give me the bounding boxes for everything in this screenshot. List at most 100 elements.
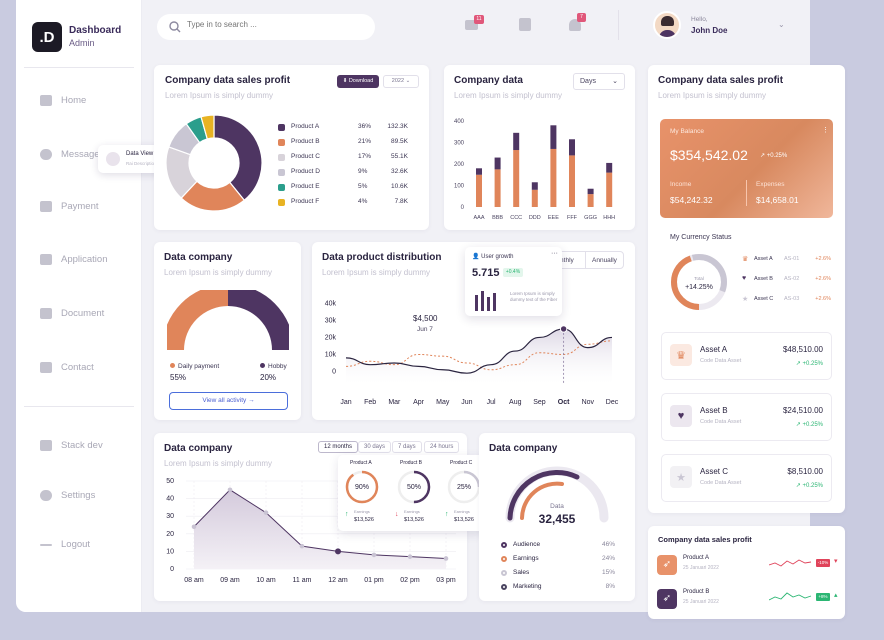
topbar-divider bbox=[618, 10, 619, 40]
contacts-icon[interactable] bbox=[519, 18, 531, 31]
legend-dot bbox=[170, 363, 175, 368]
asset-card[interactable]: ♛ Asset A Code Data Asset $48,510.00 ↗ +0.25… bbox=[661, 332, 832, 380]
half-donut-hobby bbox=[227, 290, 289, 351]
x-tick-label: 11 am bbox=[293, 577, 312, 584]
line-chart: 0 10k 20k 30k 40k Jan Feb Mar Apr May Jun Jul Aug Sep… bbox=[325, 300, 619, 406]
bar-segment-top bbox=[550, 125, 557, 149]
asset-card[interactable]: ♥ Asset B Code Data Asset $24,510.00 ↗ +0.25… bbox=[661, 393, 832, 441]
x-tick-label: CCC bbox=[510, 215, 522, 221]
asset-change-value: +0.25% bbox=[802, 483, 823, 489]
sidebar-item-label: Settings bbox=[61, 490, 96, 501]
balance-change: ↗ +0.25% bbox=[760, 152, 787, 159]
legend-label: Product C bbox=[291, 153, 320, 160]
x-tick-label: Dec bbox=[606, 399, 619, 406]
area-point bbox=[227, 487, 233, 493]
tab-monthly[interactable]: Monthly bbox=[551, 257, 574, 264]
product-percent: 25% bbox=[456, 484, 471, 491]
currency-row: ♥ Asset B AS-02 +2.6% bbox=[742, 275, 837, 285]
legend-swatch bbox=[278, 154, 285, 161]
card-subtitle: Lorem Ipsum is simply dummy bbox=[164, 459, 273, 468]
asset-card[interactable]: ★ Asset C Code Data Asset $8,510.00 ↗ +0.25% bbox=[661, 454, 832, 502]
sidebar-item-application[interactable]: Application bbox=[40, 254, 107, 265]
user-menu-chevron-icon[interactable]: ⌄ bbox=[778, 20, 785, 29]
gauge-legend-row: Marketing 8% bbox=[501, 583, 615, 593]
sidebar-item-message[interactable]: Message bbox=[40, 149, 100, 160]
legend-percent: 21% bbox=[358, 138, 372, 145]
gauge-legend-row: Audience 46% bbox=[501, 541, 615, 551]
area-point bbox=[407, 554, 413, 559]
trend-up-icon: ↑ bbox=[445, 511, 449, 518]
sidebar-item-home[interactable]: Home bbox=[40, 95, 86, 106]
product-percent: 90% bbox=[354, 484, 369, 491]
sidebar-item-payment[interactable]: Payment bbox=[40, 201, 99, 212]
product-ring bbox=[345, 470, 379, 504]
search-input[interactable] bbox=[187, 20, 357, 29]
sidebar-item-logout[interactable]: Logout bbox=[40, 539, 90, 550]
currency-donut bbox=[671, 254, 727, 310]
bell-icon[interactable] bbox=[569, 19, 581, 31]
search-bar[interactable] bbox=[157, 14, 375, 40]
area-chart: 0 10 20 30 40 50 08 am 09 am 10 am 11 am 12 am 01 p… bbox=[166, 478, 456, 584]
half-donut-daily-payment bbox=[167, 290, 229, 351]
sidebar-item-contact[interactable]: Contact bbox=[40, 362, 94, 373]
product-list-item[interactable]: ➶ Product A 25 Januari 2022 -10% ▾ bbox=[648, 551, 845, 579]
currency-donut-segment bbox=[671, 254, 727, 310]
mail-icon[interactable] bbox=[465, 20, 478, 30]
sidebar-item-stack-dev[interactable]: Stack dev bbox=[40, 440, 103, 451]
year-value: 2022 bbox=[391, 78, 405, 84]
y-tick-label: 30k bbox=[325, 317, 337, 324]
rocket-icon: ➶ bbox=[657, 589, 677, 609]
asset-name: Asset C bbox=[700, 467, 729, 476]
legend-dot bbox=[501, 584, 507, 590]
area-point bbox=[371, 552, 377, 558]
bar-segment-bottom bbox=[587, 194, 594, 207]
asset-icon: ★ bbox=[742, 296, 749, 303]
tab-24-hours[interactable]: 24 hours bbox=[424, 441, 460, 453]
tab-annually[interactable]: Annually bbox=[592, 257, 617, 264]
currency-row: ★ Asset C AS-03 +2.6% bbox=[742, 295, 837, 305]
view-all-activity-button[interactable]: View all activity → bbox=[169, 392, 288, 410]
data-company-card: Data company Lorem Ipsum is simply dummy… bbox=[154, 242, 301, 420]
currency-percent: +2.6% bbox=[815, 296, 831, 302]
sparkline-path bbox=[769, 592, 812, 601]
more-icon[interactable]: ··· bbox=[551, 250, 558, 257]
tab-7-days[interactable]: 7 days bbox=[392, 441, 422, 453]
asset-icon: ♛ bbox=[742, 256, 749, 263]
download-button[interactable]: ⬇ Download bbox=[337, 75, 379, 88]
sidebar-item-document[interactable]: Document bbox=[40, 308, 104, 319]
year-select[interactable]: 2022 ⌄ bbox=[383, 75, 419, 88]
more-icon[interactable]: ⋮ bbox=[822, 127, 829, 134]
x-tick-label: Jan bbox=[340, 399, 351, 406]
legend-value: 7.8K bbox=[394, 198, 408, 205]
asset-change: ↗ +0.25% bbox=[796, 360, 823, 367]
sidebar-item-settings[interactable]: Settings bbox=[40, 490, 95, 501]
income-label: Income bbox=[670, 181, 692, 188]
data-view-tooltip: Data View Rai Description bbox=[98, 145, 164, 173]
currency-name: Asset C bbox=[754, 296, 774, 302]
product-earnings-value: $13,526 bbox=[454, 517, 474, 523]
product-list-item[interactable]: ➶ Product B 25 Januari 2022 +8% ▴ bbox=[648, 585, 845, 613]
y-tick-label: 30 bbox=[166, 513, 174, 520]
currency-code: AS-02 bbox=[784, 276, 800, 282]
asset-icon: ♥ bbox=[670, 405, 692, 427]
y-tick-label: 20k bbox=[325, 334, 337, 341]
x-tick-label: 10 am bbox=[256, 577, 276, 584]
y-tick-label: 0 bbox=[170, 566, 174, 573]
tab-30-days[interactable]: 30 days bbox=[358, 441, 392, 453]
y-tick-label: 300 bbox=[454, 141, 465, 147]
x-tick-label: 12 am bbox=[328, 577, 348, 584]
home-icon bbox=[40, 95, 52, 106]
x-tick-label: Jul bbox=[487, 399, 496, 406]
avatar[interactable] bbox=[653, 11, 681, 39]
half-donut-chart bbox=[167, 290, 289, 351]
trend-up-icon: ▴ bbox=[834, 592, 838, 599]
pie-legend-row: Product D 9% 32.6K bbox=[278, 168, 418, 178]
tab-12-months[interactable]: 12 months bbox=[318, 441, 359, 453]
user-growth-mini-bars bbox=[475, 291, 496, 311]
asset-icon: ♛ bbox=[670, 344, 692, 366]
legend-daily-payment: Daily payment bbox=[170, 363, 219, 370]
card-title: Data company bbox=[164, 252, 233, 263]
period-select[interactable]: Days ⌄ bbox=[573, 73, 625, 90]
card-title: Company data sales profit bbox=[165, 75, 291, 86]
bar-segment-bottom bbox=[569, 155, 575, 207]
